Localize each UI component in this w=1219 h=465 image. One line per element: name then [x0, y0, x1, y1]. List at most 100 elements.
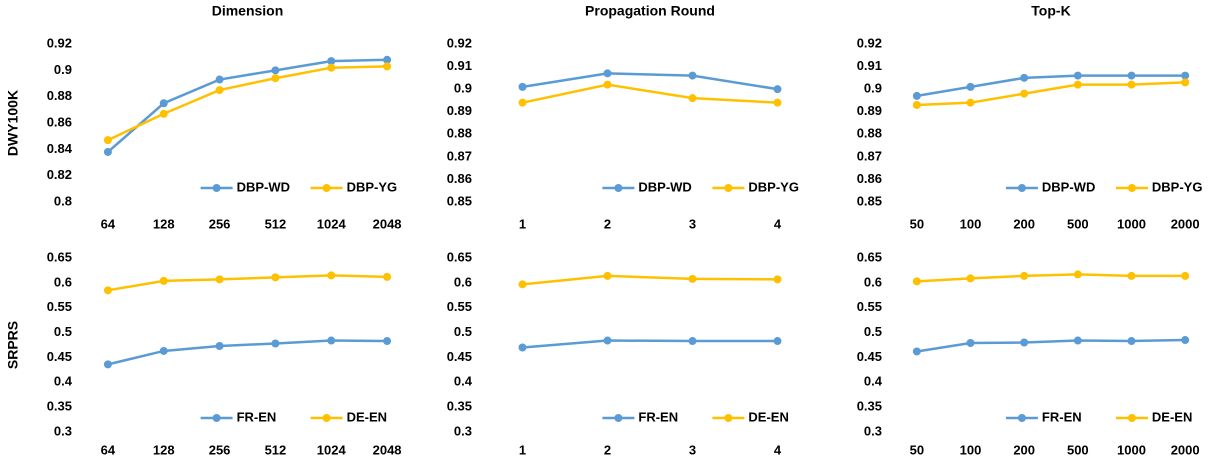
legend-label: DE-EN — [1152, 409, 1192, 424]
data-point — [518, 82, 527, 91]
y-tick-label: 0.65 — [447, 249, 472, 264]
legend-marker — [1127, 184, 1136, 192]
y-tick-label: 0.3 — [864, 423, 882, 438]
legend-label: DBP-YG — [1152, 179, 1203, 194]
data-point — [383, 337, 392, 346]
y-tick-label: 0.5 — [864, 324, 882, 339]
data-point — [773, 98, 782, 107]
series-line — [916, 338, 1186, 353]
x-tick-label: 4 — [774, 216, 782, 231]
chart-title: Dimension — [212, 3, 284, 19]
data-point — [103, 147, 112, 156]
x-tick-label: 256 — [209, 216, 231, 231]
y-tick-label: 0.45 — [47, 349, 72, 364]
x-tick-label: 1024 — [317, 442, 347, 457]
data-point — [518, 280, 527, 289]
legend-marker — [724, 184, 733, 192]
data-point — [1020, 89, 1029, 98]
y-tick-label: 0.92 — [47, 35, 72, 50]
x-tick-label: 2048 — [373, 216, 402, 231]
legend-label: DE-EN — [347, 409, 387, 424]
data-point — [1127, 80, 1136, 89]
data-point — [327, 271, 336, 280]
y-tick-label: 0.4 — [54, 374, 73, 389]
x-tick-label: 2048 — [373, 442, 402, 457]
series-line — [522, 72, 778, 91]
legend-marker — [724, 414, 733, 422]
y-tick-label: 0.3 — [54, 423, 72, 438]
data-point — [1181, 71, 1190, 80]
y-tick-label: 0.86 — [447, 171, 472, 186]
x-tick-label: 200 — [1013, 442, 1035, 457]
data-point — [215, 275, 224, 284]
data-point — [518, 98, 527, 107]
x-tick-label: 64 — [101, 216, 116, 231]
x-tick-label: 2 — [604, 216, 611, 231]
x-tick-label: 4 — [774, 442, 782, 457]
x-tick-label: 128 — [153, 216, 175, 231]
y-tick-label: 0.55 — [857, 299, 882, 314]
series-line — [107, 65, 388, 142]
y-tick-label: 0.87 — [447, 148, 472, 163]
legend-label: DBP-YG — [347, 179, 398, 194]
x-tick-label: 64 — [101, 442, 116, 457]
x-tick-label: 256 — [209, 442, 231, 457]
data-point — [773, 337, 782, 346]
legend-marker — [614, 184, 623, 192]
data-point — [912, 277, 921, 286]
chart-title: Top-K — [1031, 3, 1070, 19]
data-point — [215, 341, 224, 350]
y-tick-label: 0.55 — [447, 299, 472, 314]
data-point — [103, 360, 112, 369]
data-point — [215, 75, 224, 84]
y-tick-label: 0.91 — [857, 58, 882, 73]
data-point — [773, 85, 782, 94]
x-tick-label: 3 — [689, 216, 696, 231]
y-tick-label: 0.91 — [447, 58, 472, 73]
legend-label: DBP-YG — [748, 179, 799, 194]
row-label: DWY100K — [5, 90, 21, 156]
series-line — [107, 58, 388, 153]
data-point — [1073, 80, 1082, 89]
row-label: SRPRS — [5, 321, 21, 369]
y-tick-label: 0.82 — [47, 167, 72, 182]
y-tick-label: 0.85 — [857, 193, 882, 208]
y-tick-label: 0.4 — [864, 374, 883, 389]
series-line — [916, 74, 1186, 98]
series-line — [916, 81, 1186, 107]
data-point — [159, 346, 168, 355]
data-point — [271, 74, 280, 83]
y-tick-label: 0.86 — [47, 114, 72, 129]
data-point — [215, 86, 224, 95]
legend-label: DBP-WD — [1042, 179, 1095, 194]
chart-title: Propagation Round — [585, 3, 715, 19]
data-point — [688, 337, 697, 346]
legend-label: DBP-WD — [638, 179, 691, 194]
x-tick-label: 100 — [960, 442, 982, 457]
data-point — [773, 275, 782, 284]
x-tick-label: 200 — [1013, 216, 1035, 231]
data-point — [688, 94, 697, 103]
data-point — [1020, 73, 1029, 82]
y-tick-label: 0.5 — [54, 324, 72, 339]
legend-label: DBP-WD — [237, 179, 290, 194]
data-point — [966, 274, 975, 283]
y-tick-label: 0.88 — [47, 88, 72, 103]
x-tick-label: 100 — [960, 216, 982, 231]
data-point — [327, 336, 336, 345]
x-tick-label: 2000 — [1171, 442, 1200, 457]
data-point — [383, 272, 392, 281]
data-point — [327, 57, 336, 66]
legend-label: FR-EN — [638, 409, 678, 424]
y-tick-label: 0.85 — [447, 193, 472, 208]
data-point — [1181, 336, 1190, 345]
data-point — [271, 339, 280, 348]
x-tick-label: 2 — [604, 442, 611, 457]
x-tick-label: 1000 — [1117, 216, 1146, 231]
x-tick-label: 50 — [910, 216, 924, 231]
y-tick-label: 0.84 — [47, 141, 73, 156]
data-point — [271, 66, 280, 75]
series-line — [107, 274, 388, 292]
legend-marker — [322, 414, 331, 422]
